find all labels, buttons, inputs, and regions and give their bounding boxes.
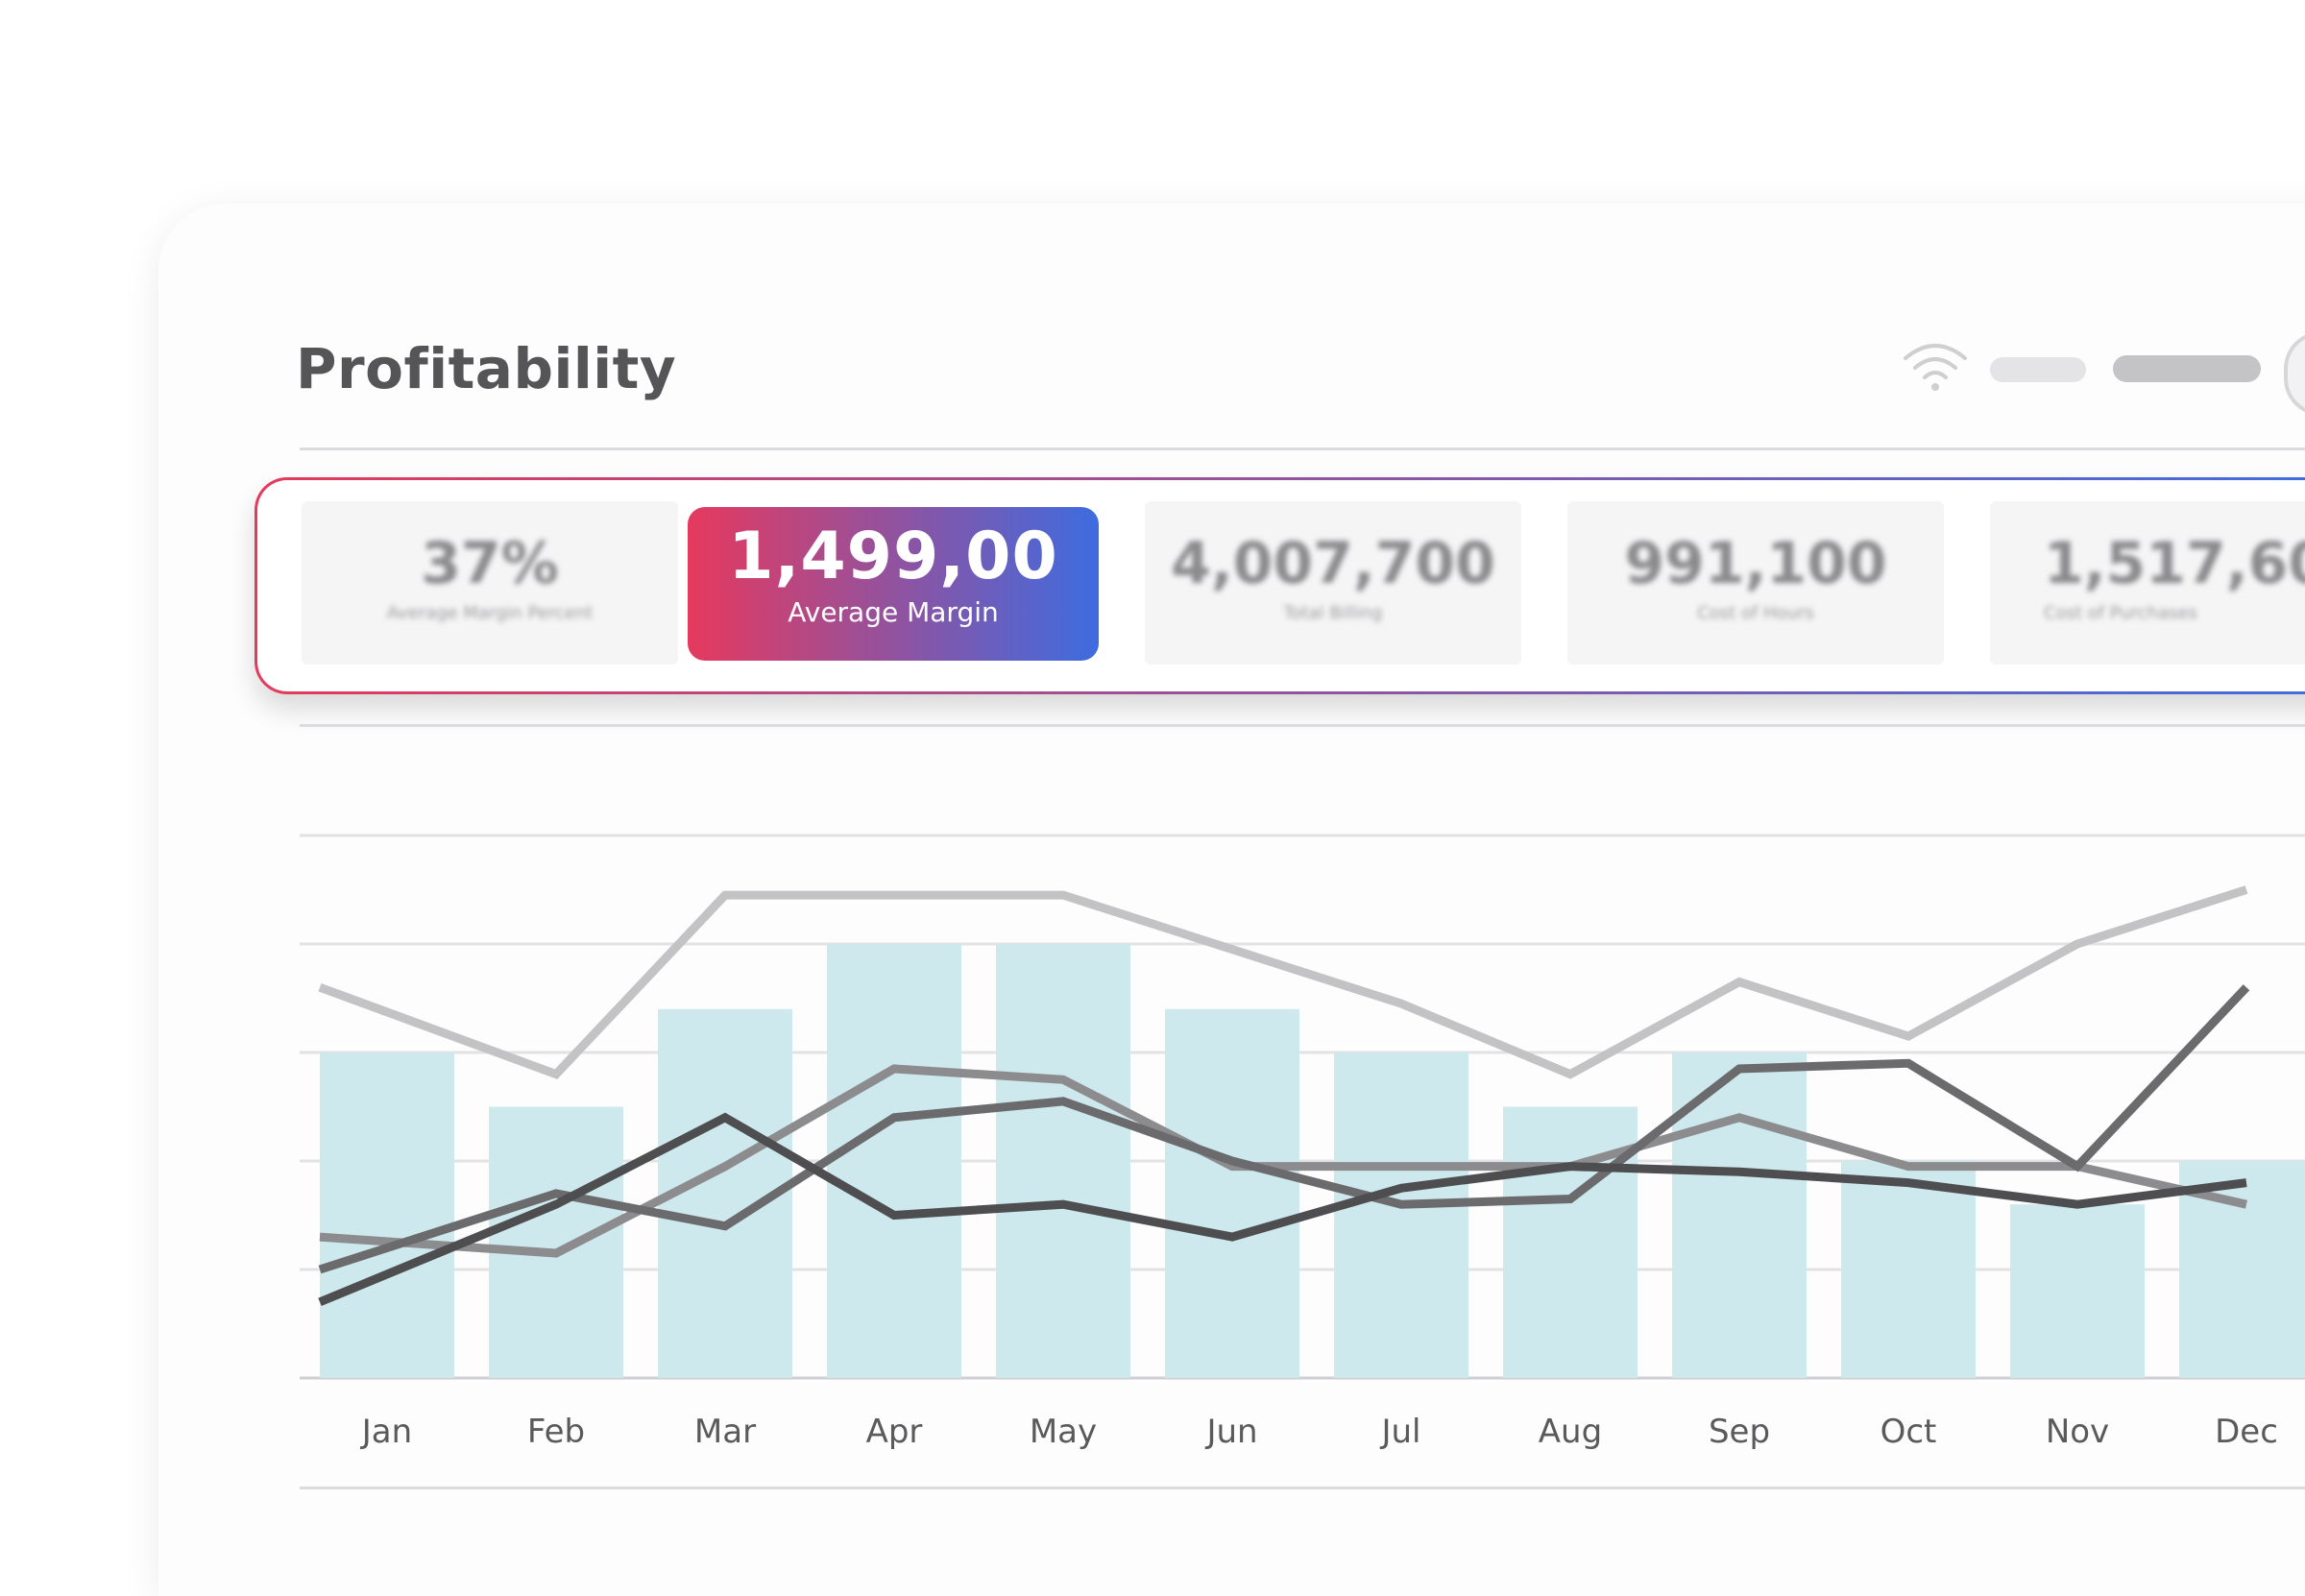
status-pill [2113, 355, 2261, 382]
x-tick-label: Jan [360, 1413, 412, 1451]
page-title: Profitability [296, 336, 677, 401]
kpi-label: Average Margin [788, 596, 999, 628]
kpi-card[interactable]: 37% Average Margin Percent [302, 501, 678, 665]
divider [300, 1487, 2305, 1489]
x-tick-label: Dec [2215, 1413, 2278, 1451]
x-tick-label: Oct [1880, 1413, 1937, 1451]
profitability-chart: Jan Feb Mar Apr May Jun Jul Aug Sep Oct Nov Dec [300, 834, 2305, 1451]
divider [300, 724, 2305, 727]
x-tick-label: Nov [2046, 1413, 2109, 1451]
bar [2010, 1204, 2145, 1378]
kpi-label: Average Margin Percent [386, 603, 594, 623]
x-tick-label: Jun [1204, 1413, 1257, 1451]
bar [320, 1052, 454, 1378]
bar [1334, 1052, 1468, 1378]
series-line [318, 984, 2250, 1274]
kpi-value: 37% [421, 530, 559, 597]
kpi-card-active[interactable]: 1,499,00 Average Margin [688, 507, 1099, 661]
x-tick-label: Aug [1539, 1413, 1602, 1451]
wifi-icon [1904, 344, 1967, 391]
divider [300, 447, 2305, 450]
x-tick-label: Apr [866, 1413, 923, 1451]
series-line [318, 885, 2248, 1079]
x-tick-label: Mar [694, 1413, 756, 1451]
kpi-label: Cost of Purchases [2044, 603, 2197, 623]
status-pill [1990, 357, 2086, 382]
kpi-card[interactable]: 1,517,600 Cost of Purchases [1990, 501, 2305, 665]
bar [489, 1106, 623, 1378]
kpi-label: Total Billing [1283, 603, 1383, 623]
x-tick-label: May [1030, 1413, 1097, 1451]
bar [827, 944, 961, 1378]
x-tick-label: Sep [1709, 1413, 1770, 1451]
series-line [318, 1112, 2247, 1307]
kpi-value: 1,499,00 [728, 519, 1058, 594]
series-line [319, 1064, 2247, 1258]
kpi-card[interactable]: 4,007,700 Total Billing [1145, 501, 1521, 665]
bar [1841, 1161, 1976, 1378]
x-tick-label: Feb [527, 1413, 585, 1451]
kpi-value: 991,100 [1624, 530, 1887, 597]
kpi-card[interactable]: 991,100 Cost of Hours [1567, 501, 1944, 665]
kpi-value: 4,007,700 [1171, 530, 1495, 597]
kpi-value: 1,517,600 [2044, 530, 2305, 597]
kpi-label: Cost of Hours [1697, 603, 1814, 623]
bar [996, 944, 1130, 1378]
bar [1503, 1106, 1638, 1378]
x-tick-label: Jul [1379, 1413, 1420, 1451]
bar [1165, 1008, 1299, 1378]
